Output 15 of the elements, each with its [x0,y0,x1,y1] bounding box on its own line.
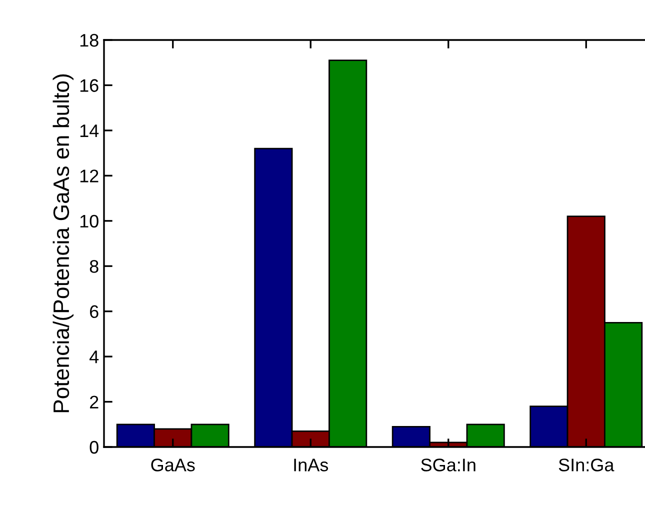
y-axis-title: Potencia/(Potencia GaAs en bulto) [52,74,74,412]
y-tick-label: 14 [80,124,99,137]
y-tick-label: 4 [90,350,99,364]
x-tick-label: GaAs [151,458,195,472]
y-tick-label: 6 [90,305,98,318]
y-tick-label: 10 [80,214,98,228]
x-tick-label: SGa:In [421,458,476,472]
y-tick-label: 18 [80,34,98,47]
y-tick-label: 16 [80,79,98,92]
x-tick-label: SIn:Ga [558,458,614,472]
y-tick-label: 2 [90,396,98,408]
y-tick-label: 12 [80,170,98,182]
x-tick-label: InAs [294,458,328,472]
y-tick-label: 0 [90,440,98,454]
y-tick-label: 8 [90,260,98,273]
